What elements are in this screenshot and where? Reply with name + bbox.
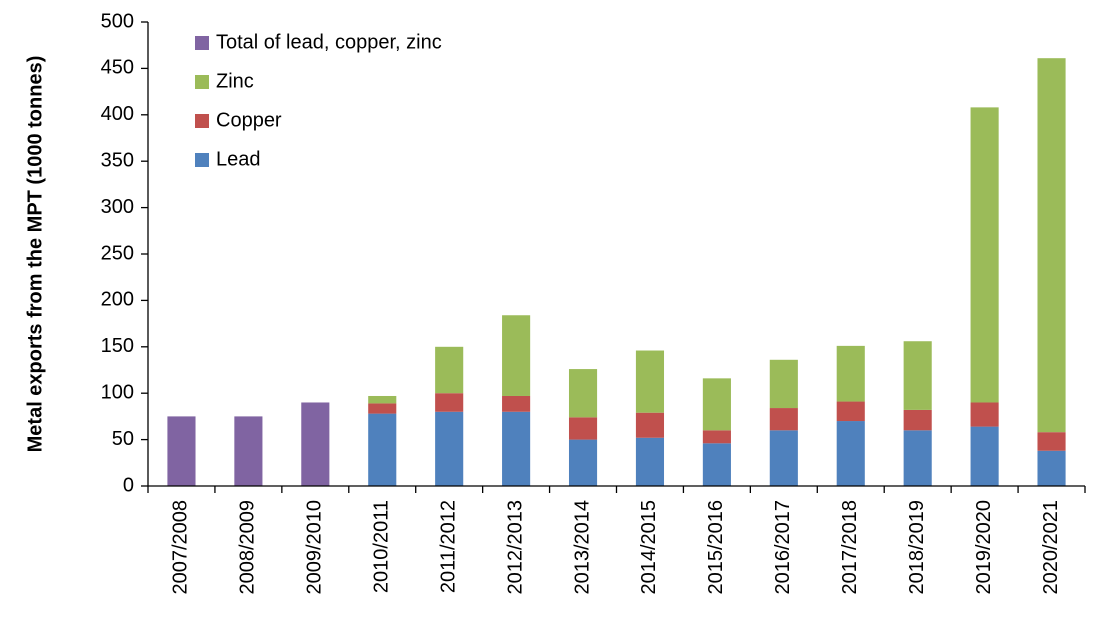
bar-segment [769, 359, 798, 409]
bar-segment [635, 412, 665, 438]
x-tick-label: 2018/2019 [906, 500, 928, 595]
bar-segment [769, 408, 798, 431]
bar-segment [568, 417, 598, 440]
y-tick-label: 450 [101, 57, 134, 79]
legend-swatch [195, 114, 209, 128]
bar-segment [435, 346, 464, 394]
y-tick-label: 400 [101, 103, 134, 125]
bar-segment [836, 421, 865, 486]
bar-segment [970, 402, 999, 427]
bar-segment [368, 395, 397, 404]
bar-segment [702, 378, 731, 431]
x-tick-label: 2013/2014 [571, 500, 593, 595]
bar-segment [903, 409, 932, 431]
y-axis-label: Metal exports from the MPT (1000 tonnes) [24, 56, 46, 453]
y-tick-label: 350 [101, 149, 134, 171]
bar-segment [435, 411, 464, 486]
bar-segment [970, 426, 999, 486]
legend-swatch [195, 153, 209, 167]
x-tick-label: 2020/2021 [1040, 500, 1062, 595]
x-tick-label: 2017/2018 [839, 500, 861, 595]
y-tick-label: 100 [101, 381, 134, 403]
bar-segment [167, 416, 196, 486]
bar-segment [836, 401, 865, 422]
bar-segment [502, 411, 531, 486]
x-tick-label: 2014/2015 [638, 500, 660, 595]
x-tick-label: 2015/2016 [705, 500, 727, 595]
legend-swatch [195, 36, 209, 50]
x-tick-label: 2010/2011 [371, 500, 393, 593]
bar-segment [702, 443, 731, 486]
bar-segment [635, 350, 665, 413]
x-tick-label: 2012/2013 [504, 500, 526, 595]
legend-swatch [195, 75, 209, 89]
y-tick-label: 150 [101, 335, 134, 357]
bar-segment [1037, 432, 1066, 451]
y-tick-label: 0 [123, 474, 134, 496]
bar-segment [1037, 450, 1066, 486]
y-tick-label: 250 [101, 242, 134, 264]
x-tick-label: 2016/2017 [772, 500, 794, 595]
legend-label: Lead [216, 148, 261, 170]
bar-segment [769, 430, 798, 486]
y-tick-label: 50 [112, 428, 134, 450]
bar-segment [903, 430, 932, 486]
bar-segment [568, 439, 598, 486]
y-tick-label: 300 [101, 196, 134, 218]
x-tick-label: 2011/2012 [437, 500, 459, 593]
bar-segment [435, 393, 464, 412]
bar-segment [502, 315, 531, 396]
y-tick-label: 500 [101, 10, 134, 32]
y-tick-label: 200 [101, 289, 134, 311]
bar-segment [702, 430, 731, 444]
bar-segment [368, 403, 397, 414]
x-tick-label: 2008/2009 [237, 500, 259, 595]
x-tick-label: 2007/2008 [170, 500, 192, 595]
bar-segment [301, 402, 330, 486]
bar-segment [234, 416, 263, 486]
bar-segment [903, 341, 932, 410]
legend-label: Zinc [216, 70, 254, 92]
bar-segment [635, 437, 665, 486]
bar-segment [970, 107, 999, 403]
x-tick-label: 2009/2010 [304, 500, 326, 595]
x-tick-label: 2019/2020 [973, 500, 995, 595]
legend-label: Copper [216, 109, 282, 131]
legend-label: Total of lead, copper, zinc [216, 31, 442, 53]
bar-segment [368, 413, 397, 486]
bar-segment [502, 395, 531, 412]
bar-segment [1037, 58, 1066, 433]
bar-segment [836, 345, 865, 402]
bar-segment [568, 369, 598, 418]
